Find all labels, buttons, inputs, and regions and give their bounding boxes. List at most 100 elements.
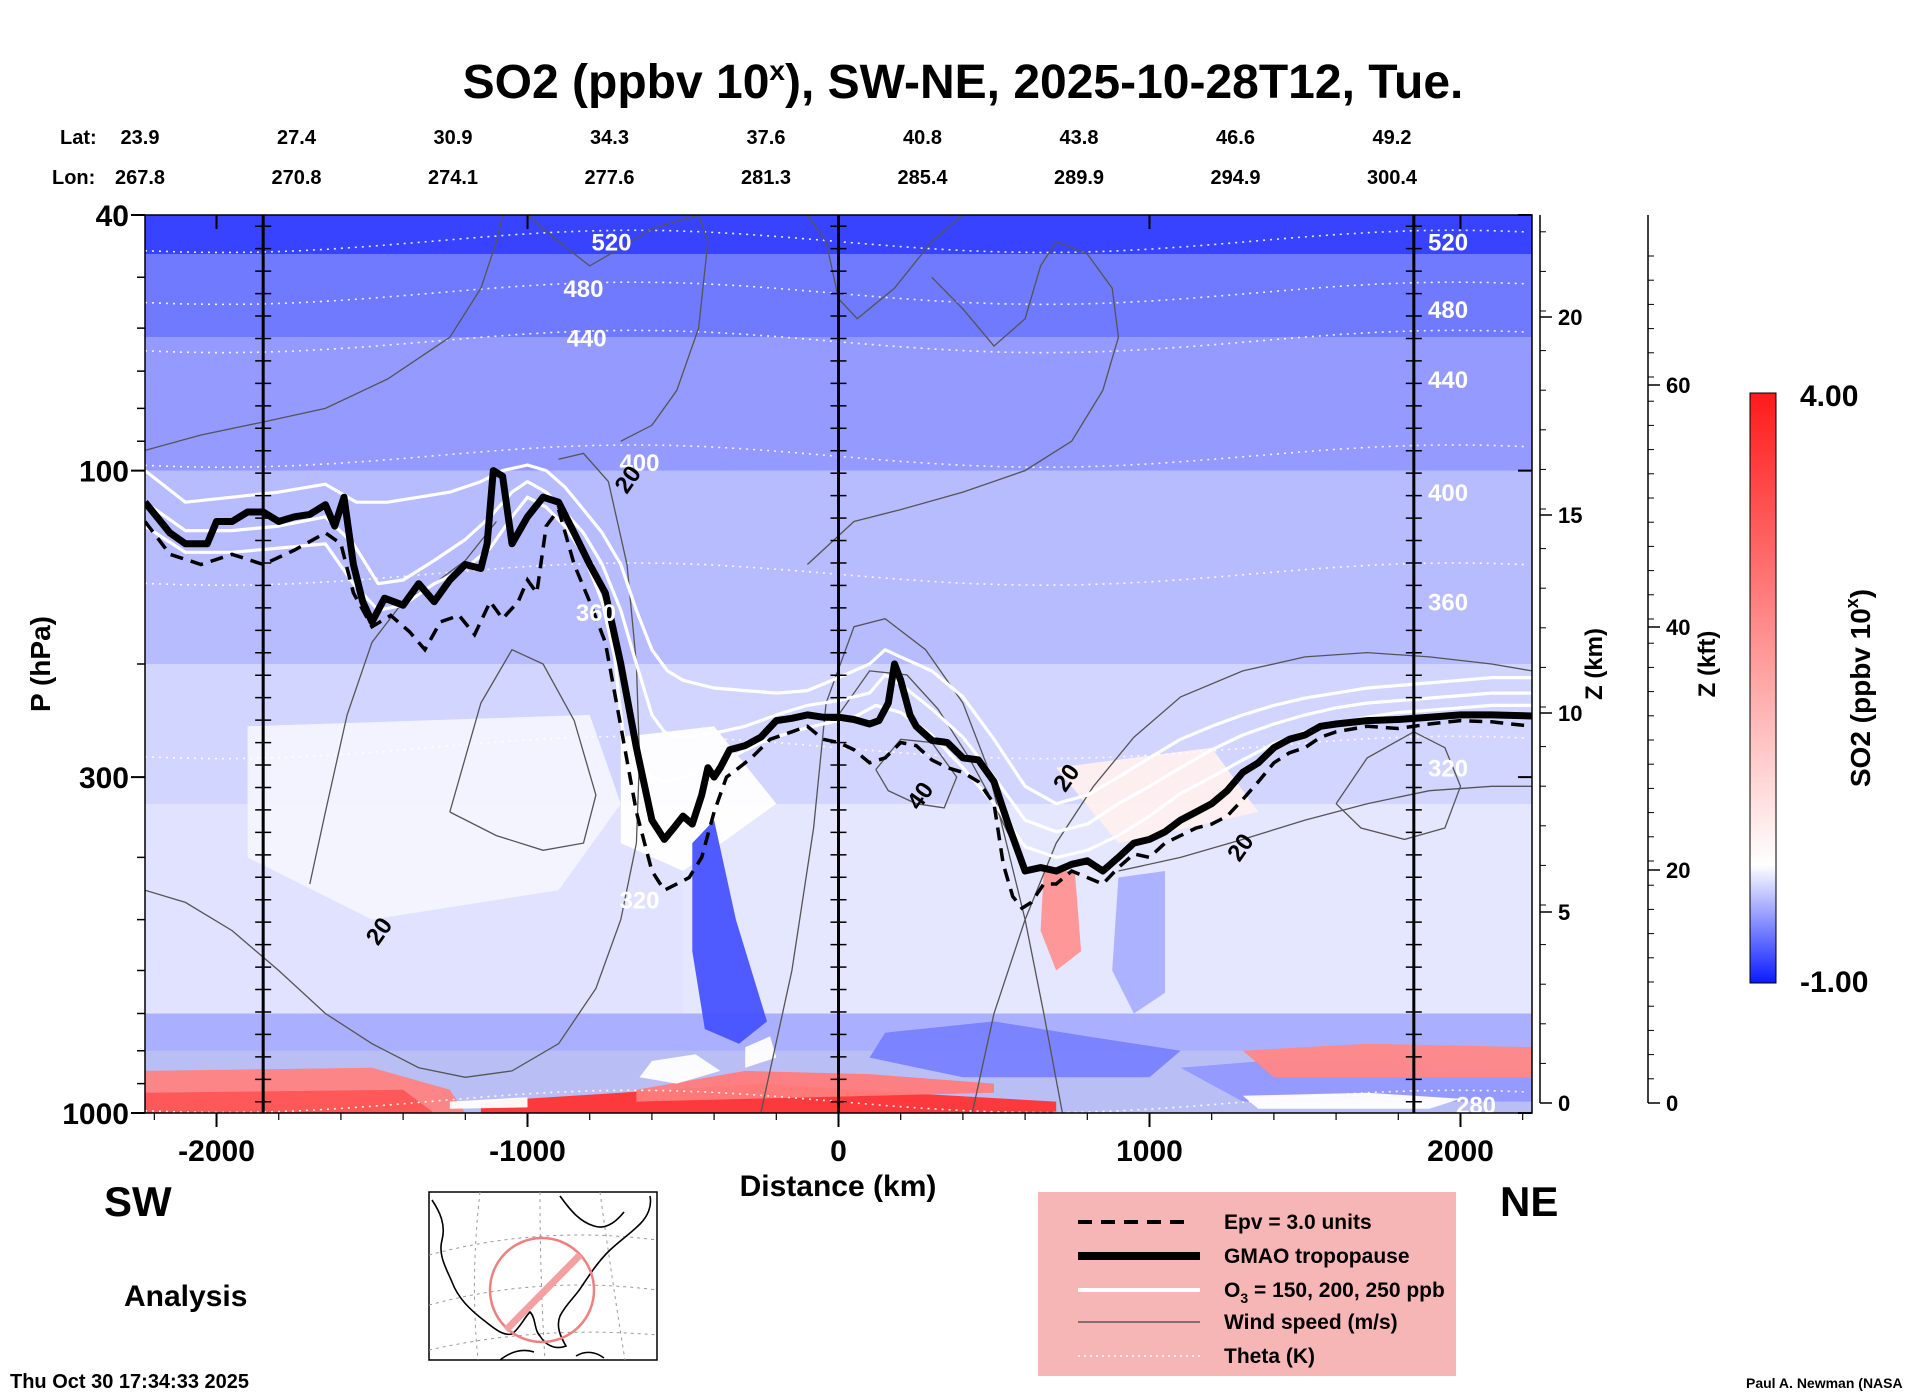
epv-line — [145, 505, 1532, 911]
lat-values: 23.9 27.4 30.9 34.3 37.6 40.8 43.8 46.6 49.2 — [121, 127, 1412, 149]
legend-theta-label: Theta (K) — [1224, 1345, 1315, 1368]
plot-area: 520480440400360320520480440400360320280 … — [145, 215, 1532, 1120]
theta-labels: 520 480 440 400 360 320 520 480 440 400 360 320 280 — [563, 230, 1496, 1120]
legend: Epv = 3.0 units GMAO tropopause O3 = 150… — [1038, 1192, 1456, 1376]
theta-label: 320 — [1428, 756, 1468, 783]
wind-contour-13 — [806, 215, 964, 320]
lat-value: 49.2 — [1373, 127, 1412, 149]
vertical-reference-lines — [255, 215, 1422, 1113]
z-km-tick-label: 10 — [1558, 701, 1582, 726]
lat-lon-header: Lat: Lon: 23.9 27.4 30.9 34.3 37.6 40.8 43.8 46… — [52, 127, 1418, 189]
theta-label: 480 — [1428, 297, 1468, 324]
so2-region-blue-column-east — [1112, 871, 1165, 1014]
lat-value: 43.8 — [1060, 127, 1099, 149]
wind-contour-10 — [1118, 785, 1532, 872]
tropopause-line — [145, 467, 1532, 875]
inset-map — [428, 1191, 658, 1361]
wind-contour-1 — [145, 452, 641, 1078]
ne-label: NE — [1500, 1178, 1558, 1225]
map-graticule — [429, 1192, 657, 1360]
theta-label: 320 — [619, 887, 659, 914]
chart-title: SO2 (ppbv 10x), SW-NE, 2025-10-28T12, Tu… — [463, 55, 1464, 109]
y-axis-label: P (hPa) — [25, 616, 56, 712]
wind-speed-contours — [145, 215, 1532, 1113]
sw-label: SW — [104, 1178, 172, 1225]
wind-contour-4 — [145, 215, 504, 452]
lon-value: 277.6 — [584, 167, 634, 189]
lon-value: 300.4 — [1367, 167, 1418, 189]
colorbar-scale — [1749, 392, 1777, 984]
credit: Paul A. Newman (NASA — [1746, 1375, 1903, 1391]
wind-contour-3 — [449, 648, 597, 851]
lat-value: 23.9 — [121, 127, 160, 149]
lat-value: 34.3 — [590, 127, 629, 149]
z-km-tick-label: 15 — [1558, 503, 1582, 528]
colorbar: 4.00 -1.00 SO2 (ppbv 10x) — [1749, 380, 1876, 999]
so2-region-blue-plume — [692, 820, 767, 1044]
z-km-axis: 0 5 10 15 20 — [1539, 215, 1582, 1116]
timestamp: Thu Oct 30 17:34:33 2025 — [10, 1371, 249, 1393]
colorbar-title: SO2 (ppbv 10x) — [1842, 589, 1876, 787]
so2-region-light-blue-west — [247, 714, 621, 920]
theta-label: 520 — [591, 230, 631, 257]
wind-contour-9 — [971, 651, 1532, 1113]
so2-region-blue-low-center — [869, 1021, 1181, 1078]
legend-tropopause-label: GMAO tropopause — [1224, 1245, 1410, 1268]
lon-value: 274.1 — [428, 167, 478, 189]
wind-contour-2 — [309, 521, 497, 885]
z-kft-label: Z (kft) — [1694, 631, 1721, 698]
lon-value: 289.9 — [1054, 167, 1104, 189]
x-tick-label: -2000 — [178, 1135, 255, 1168]
analysis-label: Analysis — [124, 1280, 247, 1313]
theta-label: 280 — [1456, 1093, 1496, 1120]
z-km-tick-label: 20 — [1558, 305, 1582, 330]
y-tick-label: 100 — [79, 456, 129, 489]
theta-label: 360 — [576, 600, 616, 627]
so2-region-white-patch-east — [1056, 747, 1259, 844]
so2-region-white-blob-2 — [745, 1036, 777, 1068]
y-tick-label: 1000 — [62, 1098, 129, 1131]
lon-value: 281.3 — [741, 167, 791, 189]
lon-value: 267.8 — [115, 167, 165, 189]
ozone-contour-200 — [145, 480, 1532, 834]
wind-contour-12 — [806, 240, 1120, 565]
so2-field — [145, 215, 1532, 1113]
lat-value: 46.6 — [1216, 127, 1255, 149]
z-kft-axis: 0 20 40 60 — [1647, 215, 1690, 1116]
lat-value: 37.6 — [747, 127, 786, 149]
legend-wind-label: Wind speed (m/s) — [1224, 1311, 1398, 1334]
legend-ozone-label: O3 = 150, 200, 250 ppb — [1224, 1279, 1445, 1306]
so2-region-white-blob-4 — [1242, 1092, 1461, 1109]
wind-contour-5 — [527, 215, 709, 442]
so2-region-white-blob-3 — [449, 1097, 528, 1109]
x-axis-label: Distance (km) — [740, 1170, 937, 1203]
so2-region-red-pbl-east — [1242, 1043, 1532, 1078]
wind-contour-8 — [875, 738, 958, 809]
theta-label: 440 — [1428, 367, 1468, 394]
z-kft-tick-label: 20 — [1666, 858, 1690, 883]
domain-circle — [488, 1236, 596, 1344]
colorbar-max-label: 4.00 — [1800, 380, 1858, 413]
z-kft-tick-label: 40 — [1666, 615, 1690, 640]
x-axis: -2000 -1000 0 1000 2000 — [153, 215, 1524, 1168]
theta-label: 400 — [1428, 480, 1468, 507]
y-tick-label: 40 — [96, 200, 129, 233]
y-axis: 40 100 300 1000 — [62, 200, 1532, 1131]
lat-value: 27.4 — [277, 127, 317, 149]
so2-region-red-pbl-center — [636, 1070, 994, 1102]
z-km-label: Z (km) — [1581, 628, 1608, 700]
wind-contour-11 — [1335, 731, 1462, 841]
map-content — [429, 1192, 657, 1360]
lon-value: 294.9 — [1210, 167, 1260, 189]
lon-values: 267.8 270.8 274.1 277.6 281.3 285.4 289.9 294.9… — [115, 167, 1418, 189]
so2-region-white-blob-1 — [639, 1054, 721, 1084]
x-tick-label: 1000 — [1116, 1135, 1183, 1168]
y-tick-label: 300 — [79, 762, 129, 795]
lon-value: 285.4 — [897, 167, 948, 189]
legend-epv-label: Epv = 3.0 units — [1224, 1211, 1372, 1234]
colorbar-min-label: -1.00 — [1800, 966, 1868, 999]
theta-label: 440 — [567, 325, 607, 352]
theta-label: 480 — [563, 276, 603, 303]
cross-section-path — [503, 1252, 583, 1333]
z-kft-tick-label: 60 — [1666, 373, 1690, 398]
